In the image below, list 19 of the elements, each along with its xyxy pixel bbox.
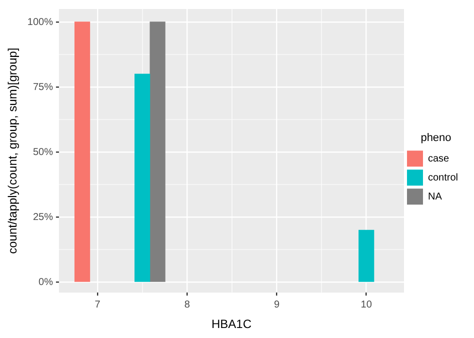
x-tick-label: 7 [94, 299, 101, 310]
y-tick-label: 25% [32, 212, 54, 223]
y-axis-title: count/tapply(count, group, sum)[group] [6, 48, 20, 254]
bar [134, 74, 150, 282]
bar [74, 22, 90, 282]
bar [358, 230, 374, 282]
legend-label: case [428, 153, 450, 164]
x-axis-title: HBA1C [211, 317, 252, 332]
x-tick-label: 10 [360, 299, 372, 310]
legend-title: pheno [420, 132, 452, 144]
x-tick-label: 9 [274, 299, 280, 310]
y-tick-label: 50% [32, 146, 54, 158]
y-tick-label: 100% [27, 16, 54, 28]
bar [150, 22, 166, 282]
legend-label: NA [428, 191, 442, 202]
y-tick-label: 75% [32, 82, 54, 93]
legend-label: control [428, 172, 458, 184]
y-tick-label: 0% [38, 276, 54, 288]
x-tick-label: 8 [184, 299, 190, 310]
